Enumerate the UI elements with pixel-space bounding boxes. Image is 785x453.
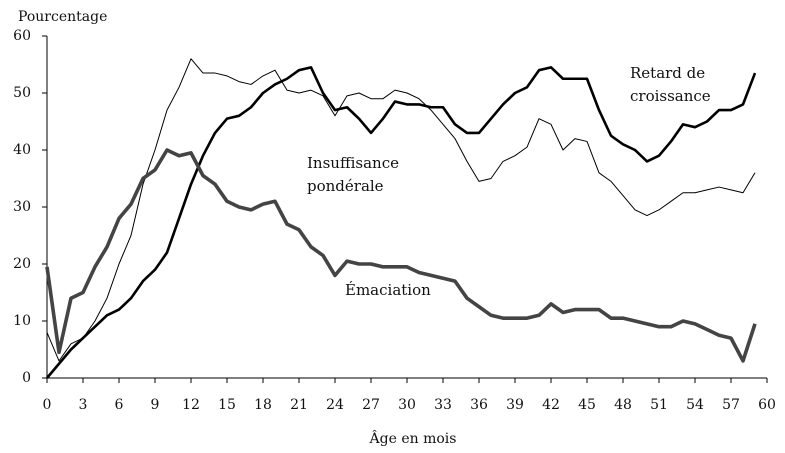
y-tick-label: 30 [13,199,31,215]
y-tick-label: 10 [13,313,31,329]
y-tick-label: 50 [13,85,31,101]
x-tick-label: 0 [43,397,52,413]
x-tick-label: 42 [542,397,560,413]
y-axis-label: Pourcentage [18,9,107,25]
x-tick-label: 3 [79,397,88,413]
x-tick-label: 33 [434,397,452,413]
x-tick-label: 57 [722,397,740,413]
series-line [46,66,757,379]
x-tick-label: 54 [686,397,704,413]
x-tick-label: 18 [254,397,272,413]
x-tick-label: 9 [151,397,160,413]
x-tick-label: 6 [115,397,124,413]
y-tick-label: 40 [13,142,31,158]
series-line [45,148,757,363]
series-line [46,58,756,362]
y-tick-label: 60 [13,28,31,44]
x-tick-label: 15 [218,397,236,413]
series-label: Émaciation [345,281,431,299]
x-tick-label: 60 [758,397,776,413]
series-label: Insuffisance pondérale [307,154,399,195]
x-tick-label: 45 [578,397,596,413]
x-tick-label: 39 [506,397,524,413]
x-tick-label: 21 [290,397,308,413]
x-axis-label: Âge en mois [369,429,457,447]
series-label: Retard de croissance [630,64,711,105]
y-tick-label: 0 [22,370,31,386]
x-tick-label: 36 [470,397,488,413]
x-tick-label: 12 [182,397,200,413]
x-tick-label: 24 [326,397,344,413]
x-tick-label: 27 [362,397,380,413]
x-tick-label: 30 [398,397,416,413]
x-tick-label: 51 [650,397,668,413]
y-tick-label: 20 [13,256,31,272]
x-tick-label: 48 [614,397,632,413]
